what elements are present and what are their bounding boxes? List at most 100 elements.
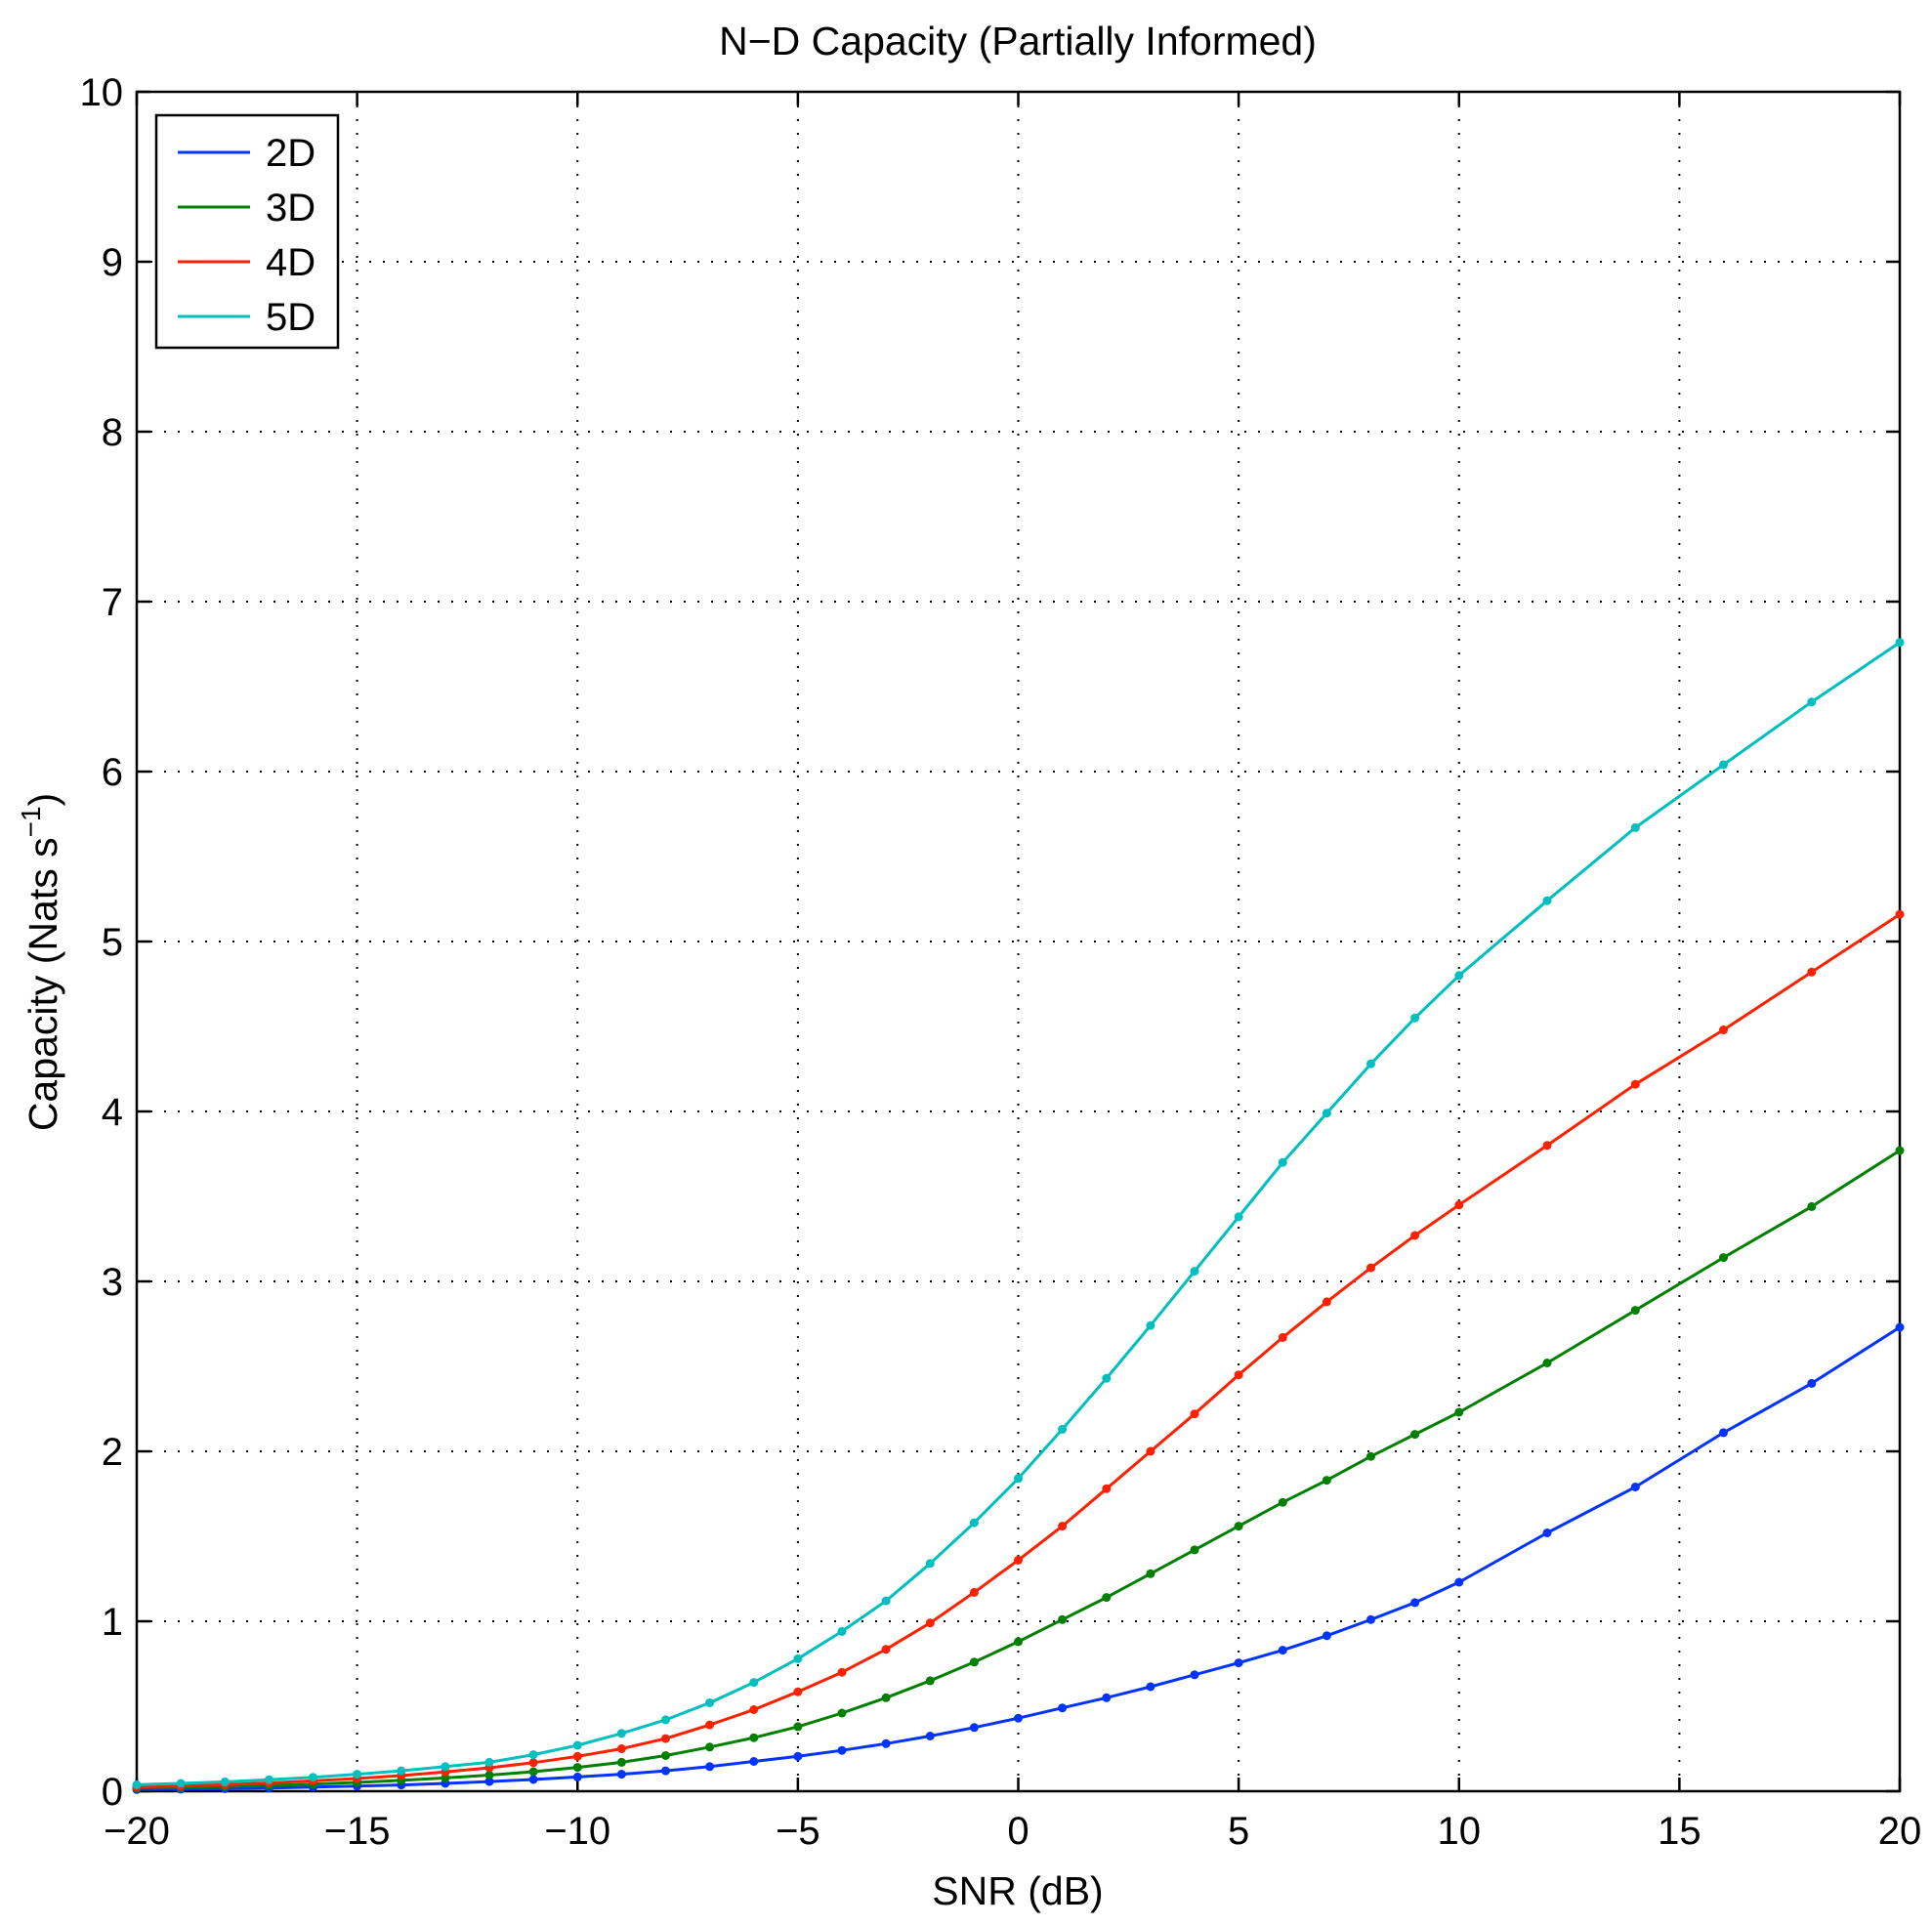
x-axis-label: SNR (dB): [932, 1868, 1103, 1913]
grid-lines: [137, 92, 1900, 1791]
data-point-5d: [132, 1779, 142, 1789]
y-tick-label: 5: [102, 921, 123, 964]
y-tick-label: 0: [102, 1771, 123, 1814]
data-point-2d: [484, 1777, 494, 1786]
data-point-5d: [661, 1715, 670, 1725]
x-tick-label: 0: [1007, 1810, 1029, 1853]
data-point-4d: [1410, 1231, 1420, 1240]
series-line-4d: [136, 912, 1901, 1789]
legend-box: [154, 113, 340, 350]
data-point-4d: [793, 1687, 803, 1696]
y-tick-label: 9: [102, 241, 123, 284]
data-point-5d: [264, 1775, 273, 1784]
legend-label-5d: 5D: [266, 296, 315, 339]
data-point-3d: [1454, 1407, 1464, 1417]
data-point-2d: [1895, 1322, 1905, 1332]
data-point-2d: [616, 1770, 626, 1779]
data-point-5d: [616, 1729, 626, 1738]
series-5d: [132, 638, 1905, 1789]
data-point-2d: [969, 1723, 979, 1733]
y-tick-label: 8: [102, 411, 123, 454]
data-point-2d: [1630, 1483, 1640, 1491]
y-axis-label: Capacity (Nats s−1): [16, 793, 65, 1131]
x-tick-label: −20: [104, 1810, 170, 1853]
data-point-5d: [1410, 1013, 1420, 1023]
data-point-2d: [572, 1772, 582, 1781]
x-tick-label: 10: [1438, 1810, 1482, 1853]
data-point-3d: [705, 1742, 715, 1752]
data-point-4d: [1807, 967, 1817, 977]
data-point-5d: [1719, 760, 1728, 770]
y-tick-label: 6: [102, 751, 123, 794]
data-point-5d: [1542, 896, 1552, 905]
data-point-3d: [528, 1767, 538, 1777]
data-point-3d: [749, 1733, 759, 1742]
data-point-5d: [353, 1770, 362, 1779]
series-line-5d: [136, 641, 1901, 1786]
data-point-2d: [1058, 1703, 1068, 1713]
data-point-4d: [528, 1758, 538, 1768]
data-point-5d: [1278, 1157, 1287, 1167]
legend-item-4d: 4D: [178, 241, 315, 284]
x-tick-label: 20: [1878, 1810, 1922, 1853]
legend-item-5d: 5D: [178, 296, 315, 339]
data-point-3d: [616, 1757, 626, 1767]
data-point-4d: [1190, 1409, 1199, 1419]
y-tick-label: 3: [102, 1261, 123, 1304]
data-point-3d: [1895, 1146, 1905, 1155]
data-point-4d: [1895, 909, 1905, 919]
plot-frame: [135, 90, 1902, 1793]
y-tick-label: 7: [102, 581, 123, 624]
data-point-4d: [1278, 1332, 1287, 1342]
data-point-5d: [705, 1698, 715, 1707]
data-point-5d: [1014, 1474, 1023, 1484]
data-point-3d: [881, 1693, 891, 1702]
data-point-5d: [397, 1766, 406, 1776]
data-point-4d: [1322, 1297, 1331, 1307]
data-point-2d: [1542, 1528, 1552, 1537]
y-tick-label: 2: [102, 1431, 123, 1474]
data-point-4d: [616, 1744, 626, 1753]
data-point-5d: [1146, 1320, 1155, 1330]
data-point-5d: [1190, 1267, 1199, 1277]
data-point-5d: [220, 1777, 230, 1786]
axis-ticks: −20 −15 −10 −5 0 5 10 15 20 0 1 2 3 4 5 6 7 8 9 10: [80, 71, 1922, 1853]
data-point-5d: [1058, 1424, 1068, 1434]
data-point-3d: [1102, 1593, 1112, 1603]
data-point-5d: [1102, 1373, 1112, 1383]
legend-label-4d: 4D: [266, 241, 315, 284]
data-point-3d: [1366, 1451, 1375, 1461]
data-point-4d: [1454, 1200, 1464, 1210]
data-point-5d: [1630, 822, 1640, 832]
data-point-2d: [1807, 1378, 1817, 1388]
data-point-3d: [1410, 1430, 1420, 1440]
data-point-5d: [749, 1678, 759, 1688]
y-axis-label-main: Capacity (Nats s: [21, 837, 65, 1131]
data-point-2d: [528, 1775, 538, 1784]
data-point-5d: [837, 1626, 847, 1636]
series-layer: [132, 638, 1905, 1794]
data-point-3d: [661, 1751, 670, 1760]
data-point-4d: [881, 1645, 891, 1654]
data-point-5d: [925, 1559, 935, 1569]
legend-label-3d: 3D: [266, 187, 315, 230]
data-point-2d: [661, 1766, 670, 1776]
data-point-4d: [1146, 1446, 1155, 1456]
data-point-2d: [1366, 1614, 1375, 1624]
data-point-3d: [484, 1771, 494, 1779]
data-point-2d: [1146, 1682, 1155, 1692]
data-point-3d: [1278, 1497, 1287, 1507]
data-point-4d: [1058, 1522, 1068, 1531]
series-line-3d: [136, 1149, 1901, 1790]
data-point-4d: [1719, 1026, 1728, 1034]
data-point-3d: [1322, 1476, 1331, 1486]
data-point-5d: [969, 1518, 979, 1528]
data-point-3d: [837, 1708, 847, 1718]
data-point-2d: [793, 1751, 803, 1761]
data-point-5d: [528, 1750, 538, 1760]
data-point-4d: [1234, 1370, 1243, 1380]
x-tick-label: −15: [324, 1810, 391, 1853]
data-point-5d: [793, 1654, 803, 1663]
data-point-4d: [1630, 1079, 1640, 1089]
